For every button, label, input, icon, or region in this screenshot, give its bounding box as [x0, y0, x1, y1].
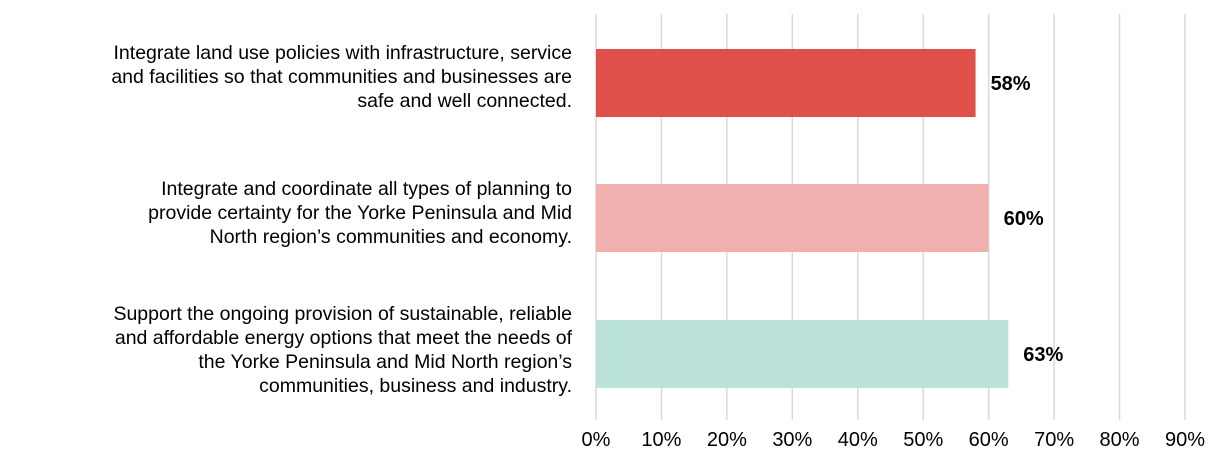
x-tick-label: 20%	[707, 429, 747, 451]
x-tick-label: 80%	[1100, 429, 1140, 451]
category-label: Integrate and coordinate all types of pl…	[148, 178, 572, 248]
x-axis: 0% 10% 20% 30% 40% 50% 60% 70% 80% 90%	[582, 429, 1206, 451]
data-labels: 58% 60% 63%	[991, 73, 1064, 366]
x-tick-label: 70%	[1034, 429, 1074, 451]
x-tick-label: 40%	[838, 429, 878, 451]
data-label: 60%	[1004, 208, 1044, 230]
data-label: 63%	[1023, 344, 1063, 366]
x-tick-label: 0%	[582, 429, 611, 451]
bars	[596, 49, 1009, 388]
category-label: Support the ongoing provision of sustain…	[113, 303, 572, 397]
data-label: 58%	[991, 73, 1031, 95]
x-tick-label: 60%	[969, 429, 1009, 451]
x-tick-label: 30%	[772, 429, 812, 451]
bar	[596, 49, 976, 117]
x-tick-label: 90%	[1165, 429, 1205, 451]
x-tick-label: 10%	[641, 429, 681, 451]
category-label: Integrate land use policies with infrast…	[111, 42, 572, 112]
x-tick-label: 50%	[903, 429, 943, 451]
bar	[596, 184, 989, 252]
bar	[596, 320, 1009, 388]
